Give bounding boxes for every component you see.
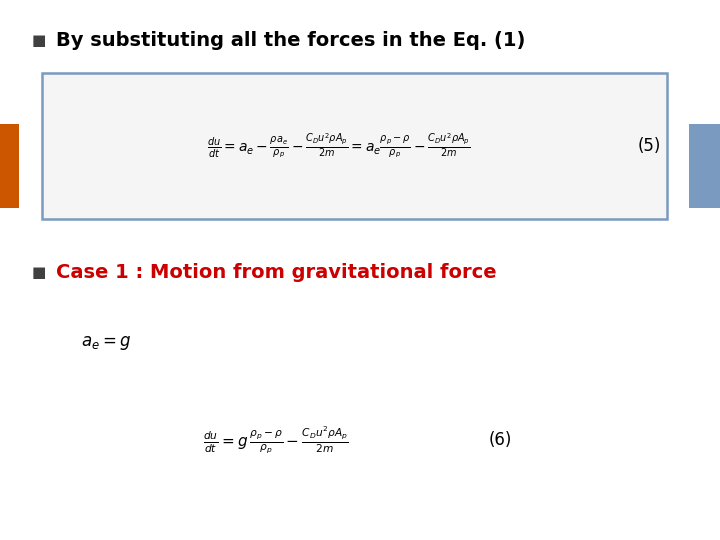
- Text: (6): (6): [489, 431, 512, 449]
- Text: ■: ■: [32, 33, 46, 48]
- Text: Case 1 : Motion from gravitational force: Case 1 : Motion from gravitational force: [56, 263, 497, 282]
- FancyBboxPatch shape: [0, 124, 19, 208]
- Text: $\frac{du}{dt} = a_e - \frac{\rho a_e}{\rho_p} - \frac{C_D u^2 \rho A_p}{2m} = a: $\frac{du}{dt} = a_e - \frac{\rho a_e}{\…: [207, 132, 470, 160]
- FancyBboxPatch shape: [688, 124, 720, 208]
- Text: ■: ■: [32, 265, 46, 280]
- Text: By substituting all the forces in the Eq. (1): By substituting all the forces in the Eq…: [56, 31, 526, 50]
- Text: $a_e = g$: $a_e = g$: [81, 334, 132, 352]
- FancyBboxPatch shape: [42, 73, 667, 219]
- Text: (5): (5): [638, 137, 661, 155]
- Text: $\frac{du}{dt} = g\,\frac{\rho_p-\rho}{\rho_p} - \frac{C_D u^2 \rho A_p}{2m}$: $\frac{du}{dt} = g\,\frac{\rho_p-\rho}{\…: [203, 424, 348, 456]
